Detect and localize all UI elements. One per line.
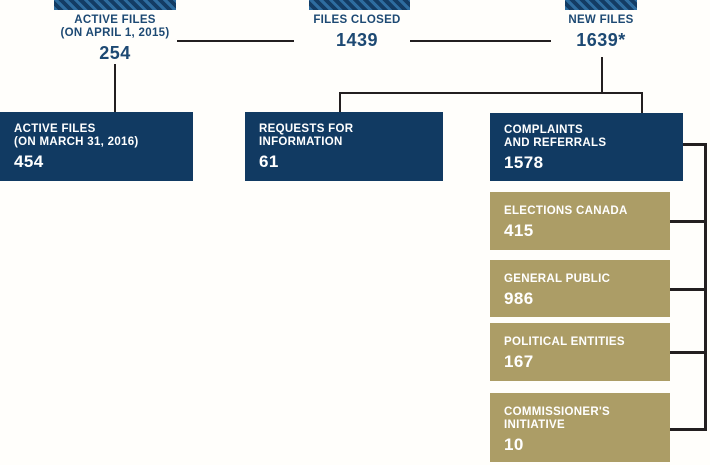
connector-line bbox=[641, 92, 643, 114]
node-label: ACTIVE FILES bbox=[74, 14, 156, 26]
node-political-entities: POLITICAL ENTITIES 167 bbox=[490, 323, 670, 381]
node-label: NEW FILES bbox=[568, 14, 634, 26]
node-value: 10 bbox=[504, 435, 524, 454]
connector-line bbox=[704, 143, 707, 431]
node-label: FILES CLOSED bbox=[313, 14, 401, 26]
node-value: 254 bbox=[99, 43, 131, 63]
node-label: GENERAL PUBLIC bbox=[504, 273, 611, 285]
node-new-files: NEW FILES 1639* bbox=[501, 14, 701, 51]
node-label: COMPLAINTS bbox=[504, 124, 584, 136]
node-commissioners-initiative: COMMISSIONER'S INITIATIVE 10 bbox=[490, 393, 670, 462]
node-value: 1439 bbox=[335, 30, 379, 50]
node-active-files-march-2016: ACTIVE FILES (ON MARCH 31, 2016) 454 bbox=[0, 112, 193, 181]
connector-line bbox=[177, 40, 294, 42]
node-value: 1639* bbox=[576, 30, 626, 50]
node-value: 415 bbox=[504, 221, 534, 240]
node-value: 1578 bbox=[504, 153, 544, 172]
node-label: POLITICAL ENTITIES bbox=[504, 336, 625, 348]
node-label: INITIATIVE bbox=[504, 419, 565, 431]
node-value: 986 bbox=[504, 289, 534, 308]
node-general-public: GENERAL PUBLIC 986 bbox=[490, 260, 670, 317]
node-requests-for-information: REQUESTS FOR INFORMATION 61 bbox=[245, 112, 443, 181]
node-elections-canada: ELECTIONS CANADA 415 bbox=[490, 192, 670, 250]
node-label: (ON MARCH 31, 2016) bbox=[14, 136, 139, 148]
node-label: ELECTIONS CANADA bbox=[504, 205, 628, 217]
node-label: AND REFERRALS bbox=[504, 137, 607, 149]
connector-line bbox=[601, 57, 603, 94]
node-label: REQUESTS FOR bbox=[259, 123, 354, 135]
node-value: 61 bbox=[259, 152, 279, 171]
node-value: 167 bbox=[504, 352, 534, 371]
connector-line bbox=[670, 220, 707, 223]
node-label: ACTIVE FILES bbox=[14, 123, 96, 135]
striped-header-bar bbox=[54, 0, 176, 10]
striped-header-bar bbox=[309, 0, 410, 10]
striped-header-bar bbox=[565, 0, 637, 10]
connector-line bbox=[670, 351, 707, 354]
node-value: 454 bbox=[14, 152, 44, 171]
connector-line bbox=[114, 64, 116, 112]
node-active-files-april-2015: ACTIVE FILES (ON APRIL 1, 2015) 254 bbox=[15, 14, 215, 64]
node-label: COMMISSIONER'S bbox=[504, 406, 610, 418]
node-files-closed: FILES CLOSED 1439 bbox=[257, 14, 457, 51]
connector-line bbox=[683, 143, 707, 146]
node-complaints-and-referrals: COMPLAINTS AND REFERRALS 1578 bbox=[490, 113, 683, 181]
connector-line bbox=[339, 92, 341, 112]
connector-line bbox=[670, 288, 707, 291]
connector-line bbox=[670, 428, 707, 431]
connector-line bbox=[339, 92, 643, 94]
node-label: (ON APRIL 1, 2015) bbox=[60, 27, 170, 39]
node-label: INFORMATION bbox=[259, 136, 343, 148]
connector-line bbox=[410, 40, 551, 42]
